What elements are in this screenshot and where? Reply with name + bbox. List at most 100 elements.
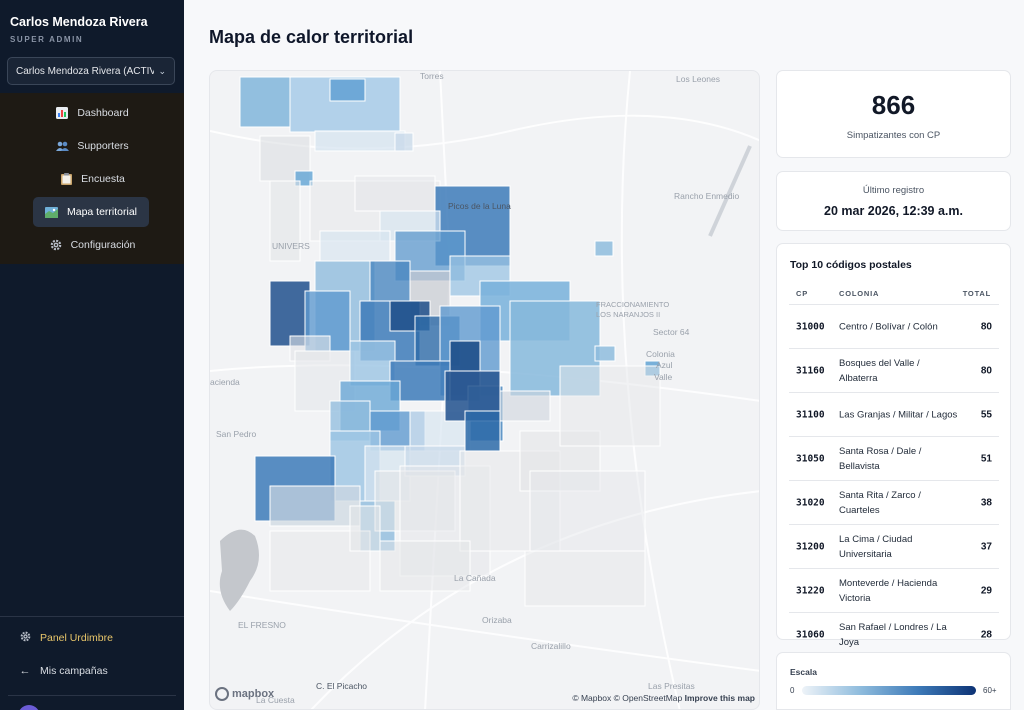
- row-total: 37: [980, 541, 992, 552]
- heat-tile[interactable]: [524, 550, 646, 607]
- map-label: acienda: [210, 377, 240, 387]
- row-total: 80: [980, 321, 992, 332]
- row-cp: 31100: [796, 409, 825, 420]
- column-header-total: TOTAL: [962, 289, 991, 298]
- row-colonia: La Cima / Ciudad Universitaria: [839, 533, 913, 560]
- row-total: 29: [980, 585, 992, 596]
- scale-title: Escala: [790, 667, 817, 677]
- avatar[interactable]: [18, 705, 40, 710]
- heat-tile[interactable]: [269, 280, 311, 347]
- map-label: San Pedro: [216, 429, 257, 439]
- panel-urdimbre-link[interactable]: Panel Urdimbre: [18, 628, 113, 648]
- heat-tile[interactable]: [559, 365, 661, 447]
- page-title: Mapa de calor territorial: [209, 27, 414, 47]
- map-attribution: © Mapbox © OpenStreetMap Improve this ma…: [572, 693, 755, 703]
- sidebar-item-configuracion[interactable]: Configuración: [0, 230, 184, 260]
- supporters-stat-card: 866 Simpatizantes con CP: [776, 70, 1011, 158]
- heat-tile[interactable]: [354, 175, 436, 212]
- panel-urdimbre-label: Panel Urdimbre: [40, 632, 113, 644]
- map-label: C. El Picacho: [316, 681, 368, 691]
- mis-campanas-label: Mis campañas: [40, 665, 108, 677]
- row-cp: 31050: [796, 453, 825, 464]
- mapbox-logo-icon: [215, 687, 229, 701]
- mis-campanas-link[interactable]: ← Mis campañas: [18, 661, 108, 681]
- table-row: 31160 Bosques del Valle / Albaterra 80: [789, 348, 999, 392]
- lake-shape: [219, 529, 259, 611]
- mapbox-logo-text: mapbox: [232, 688, 275, 700]
- last-record-value: 20 mar 2026, 12:39 a.m.: [824, 204, 963, 218]
- gear-icon: [49, 238, 63, 252]
- supporters-label: Simpatizantes con CP: [846, 130, 941, 141]
- row-total: 80: [980, 365, 992, 376]
- heat-tile[interactable]: [349, 340, 396, 387]
- territorial-map[interactable]: Torres Los Leones Rancho Enmedio Picos d…: [209, 70, 760, 710]
- mapbox-attribution-link[interactable]: © Mapbox: [572, 693, 612, 703]
- heat-tile[interactable]: [319, 230, 391, 262]
- row-total: 55: [980, 409, 992, 420]
- map-label: EL FRESNO: [238, 620, 286, 630]
- heat-tile[interactable]: [594, 240, 614, 257]
- scale-max: 60+: [983, 686, 997, 695]
- map-icon: [45, 205, 59, 219]
- sidebar-item-mapa-territorial[interactable]: Mapa territorial: [33, 197, 149, 227]
- row-cp: 31200: [796, 541, 825, 552]
- heat-tile[interactable]: [329, 78, 366, 102]
- osm-attribution-link[interactable]: © OpenStreetMap: [613, 693, 683, 703]
- heat-tile[interactable]: [529, 470, 646, 552]
- scale-min: 0: [790, 686, 795, 695]
- column-header-cp: CP: [796, 289, 809, 298]
- heat-tile[interactable]: [239, 76, 291, 128]
- sidebar-item-label: Mapa territorial: [66, 206, 138, 218]
- row-cp: 31160: [796, 365, 825, 376]
- row-colonia: San Rafael / Londres / La Joya: [839, 621, 947, 648]
- improve-map-link[interactable]: Improve this map: [684, 693, 755, 703]
- users-icon: [55, 139, 69, 153]
- heat-tile[interactable]: [314, 130, 406, 152]
- scale-legend-card: Escala 0 60+: [776, 652, 1011, 710]
- map-label: Las Presitas: [648, 681, 695, 691]
- mapbox-logo[interactable]: mapbox: [215, 685, 274, 703]
- map-canvas[interactable]: [210, 71, 760, 710]
- scale-gradient-bar: [802, 686, 976, 695]
- sidebar-item-dashboard[interactable]: Dashboard: [0, 98, 184, 128]
- table-row: 31000 Centro / Bolívar / Colón 80: [789, 304, 999, 348]
- heat-tile[interactable]: [269, 530, 371, 592]
- map-label: Sector 64: [653, 327, 690, 337]
- arrow-left-icon: ←: [19, 665, 31, 677]
- sidebar-item-label: Dashboard: [77, 107, 129, 119]
- map-label: Colonia: [646, 349, 675, 359]
- map-label: Carrizalillo: [531, 641, 571, 651]
- map-label: Valle: [654, 372, 673, 382]
- heat-tile[interactable]: [349, 505, 381, 552]
- row-total: 38: [980, 497, 992, 508]
- sidebar-item-supporters[interactable]: Supporters: [0, 131, 184, 161]
- heat-tile[interactable]: [269, 485, 361, 527]
- heat-tile[interactable]: [379, 540, 471, 592]
- table-row: 31020 Santa Rita / Zarco / Cuarteles 38: [789, 480, 999, 524]
- row-colonia: Bosques del Valle / Albaterra: [839, 357, 920, 384]
- sidebar-item-label: Configuración: [70, 239, 136, 251]
- heat-tile[interactable]: [464, 410, 501, 452]
- heat-tile[interactable]: [369, 260, 411, 302]
- table-row: 31050 Santa Rosa / Dale / Bellavista 51: [789, 436, 999, 480]
- bar-chart-icon: [55, 106, 69, 120]
- row-cp: 31000: [796, 321, 825, 332]
- last-record-label: Último registro: [862, 185, 925, 196]
- user-role: SUPER ADMIN: [10, 35, 84, 44]
- map-label: UNIVERS: [272, 241, 310, 251]
- airport-runway: [708, 145, 752, 237]
- chevron-down-icon: ⌄: [158, 65, 166, 76]
- heat-tile[interactable]: [394, 132, 414, 152]
- column-header-colonia: COLONIA: [839, 289, 880, 298]
- heat-tile[interactable]: [269, 180, 301, 262]
- map-label: Rancho Enmedio: [674, 191, 740, 201]
- top-postal-codes-title: Top 10 códigos postales: [790, 259, 912, 271]
- row-cp: 31220: [796, 585, 825, 596]
- row-colonia: Centro / Bolívar / Colón: [839, 321, 938, 332]
- heat-tile[interactable]: [499, 390, 551, 422]
- heat-tile[interactable]: [594, 345, 616, 362]
- campaign-select[interactable]: Carlos Mendoza Rivera (ACTIVE ⌄: [7, 57, 175, 85]
- row-colonia: Santa Rosa / Dale / Bellavista: [839, 445, 922, 472]
- row-total: 51: [980, 453, 992, 464]
- sidebar-item-encuesta[interactable]: Encuesta: [0, 164, 184, 194]
